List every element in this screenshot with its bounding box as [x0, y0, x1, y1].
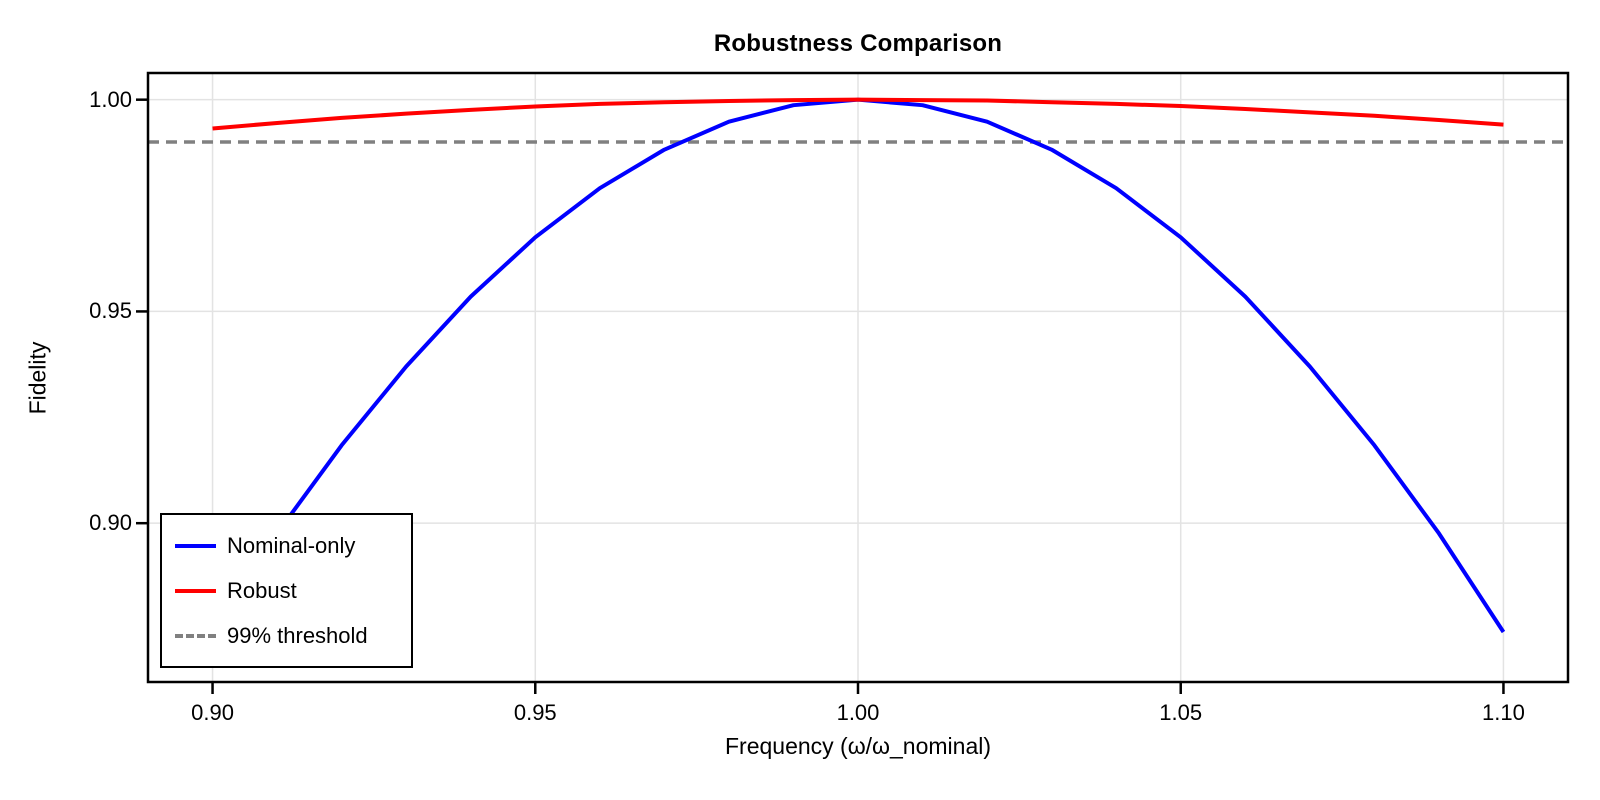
- legend-item: Robust: [175, 577, 403, 603]
- y-axis-label: Fidelity: [24, 341, 51, 415]
- x-tick-label: 1.05: [1159, 700, 1203, 725]
- y-tick-label: 0.90: [89, 510, 132, 536]
- legend-line-sample: [175, 543, 216, 548]
- y-tick-label: 0.95: [89, 298, 132, 324]
- legend-label: Robust: [227, 577, 297, 603]
- y-tick-label: 1.00: [89, 86, 132, 112]
- x-tick-label: 0.95: [513, 700, 557, 725]
- x-tick-label: 1.00: [836, 700, 880, 725]
- legend-line-sample: [175, 588, 216, 593]
- legend: Nominal-only Robust 99% threshold: [160, 513, 413, 668]
- legend-item: 99% threshold: [175, 622, 403, 648]
- legend-label: Nominal-only: [227, 532, 356, 558]
- x-tick-label: 0.90: [191, 700, 234, 725]
- chart-title: Robustness Comparison: [713, 30, 1003, 57]
- x-tick-label: 1.10: [1482, 700, 1525, 725]
- x-axis-label: Frequency (ω/ω_nominal): [724, 733, 992, 759]
- legend-label: 99% threshold: [227, 622, 368, 648]
- legend-item: Nominal-only: [175, 532, 403, 558]
- robust-line: [212, 97, 1504, 131]
- legend-line-sample: [175, 633, 216, 638]
